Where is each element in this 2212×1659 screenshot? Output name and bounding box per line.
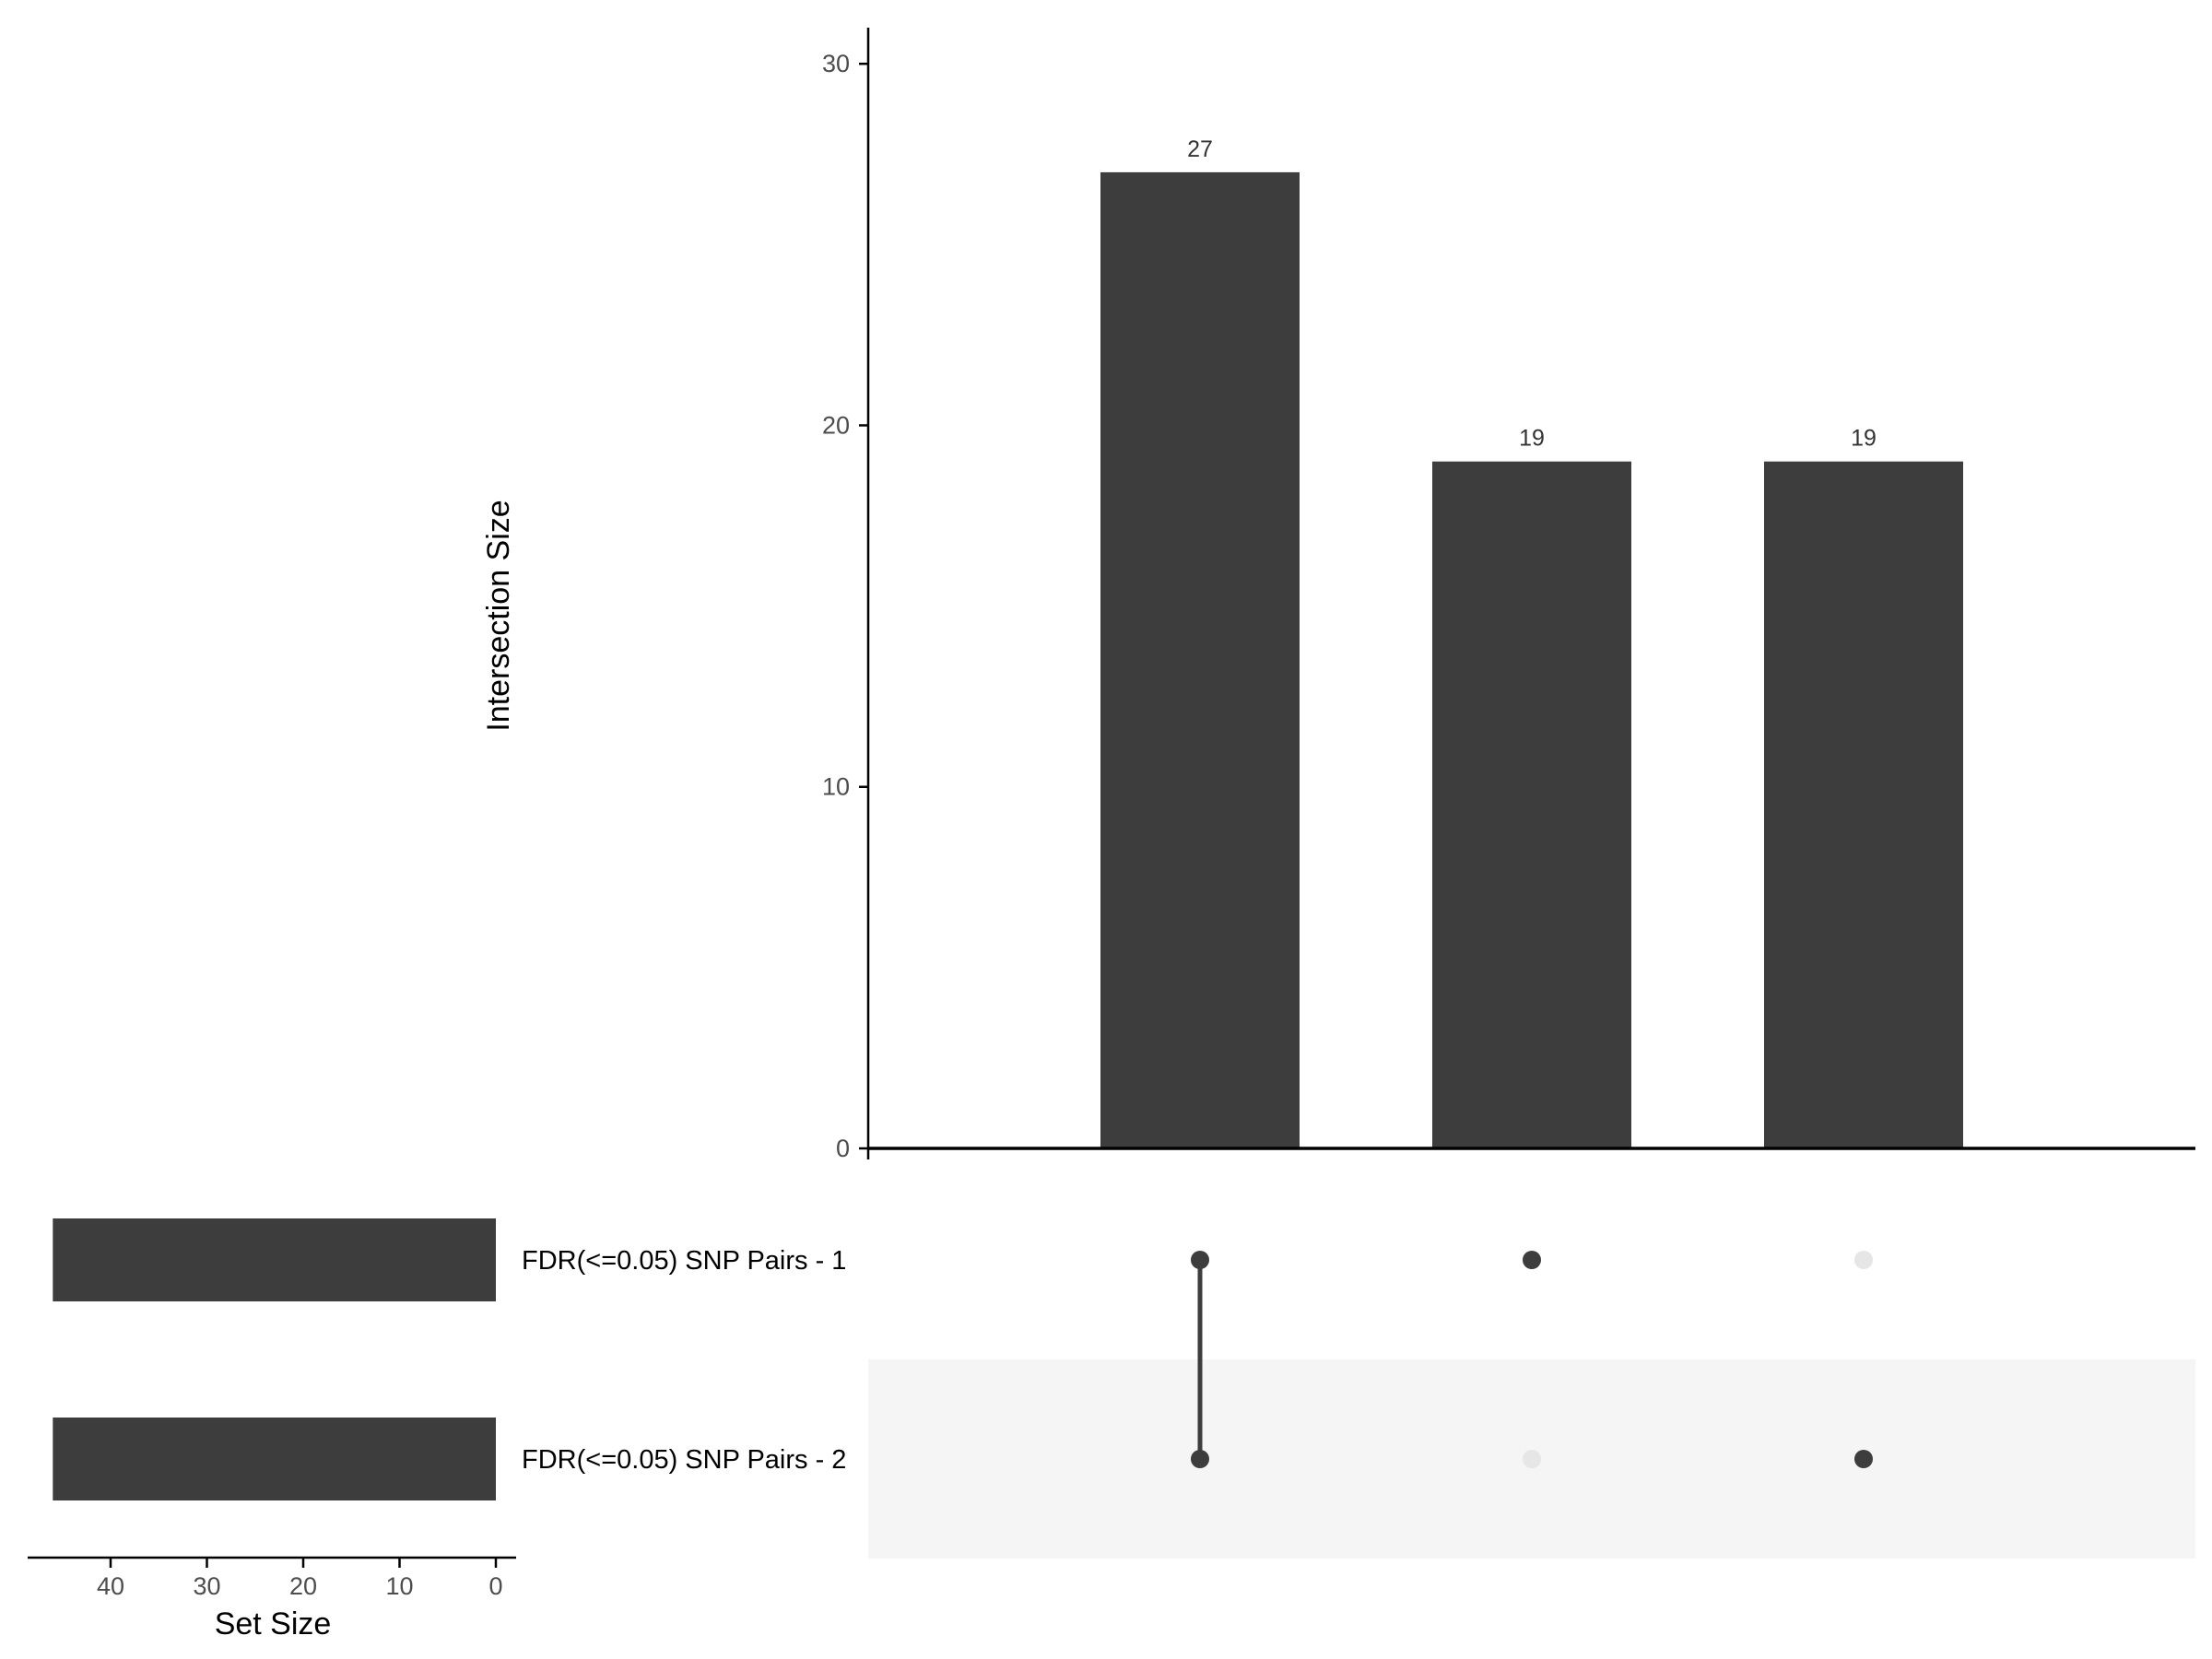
intersection-size-axis-title: Intersection Size [481,500,516,731]
set-size-bar [53,1418,497,1500]
set-size-tick-label: 30 [193,1572,220,1600]
set-size-x-axis: 40 30 20 10 0 [28,1556,516,1600]
intersection-matrix [1191,1251,1873,1468]
set-size-tick-label: 0 [488,1572,502,1600]
set-size-tick-label: 10 [385,1572,413,1600]
intersection-bar-label: 19 [1519,426,1545,452]
set-names: FDR(<=0.05) SNP Pairs - 1 FDR(<=0.05) SNP… [522,1246,846,1475]
intersection-y-axis: 0 10 20 30 [822,28,2195,1162]
matrix-dot-active [1191,1251,1209,1269]
matrix-dot-inactive [1523,1450,1541,1468]
set-name-label: FDR(<=0.05) SNP Pairs - 1 [522,1246,846,1276]
intersection-bars: 27 19 19 [1100,136,1963,1149]
intersection-bar-label: 19 [1851,426,1877,452]
set-size-bar [53,1218,497,1301]
y-tick-label: 30 [822,50,850,77]
matrix-dot-active [1854,1450,1873,1468]
set-size-tick-label: 40 [97,1572,124,1600]
matrix-dot-active [1523,1251,1541,1269]
set-size-bars [53,1218,497,1500]
intersection-bar [1432,461,1631,1148]
set-size-axis-title: Set Size [215,1606,332,1641]
y-tick-label: 10 [822,773,850,801]
intersection-bar-label: 27 [1187,136,1213,162]
y-tick-label: 20 [822,411,850,439]
intersection-bar [1100,171,1300,1149]
set-name-label: FDR(<=0.05) SNP Pairs - 2 [522,1445,846,1475]
y-tick-label: 0 [836,1135,850,1162]
set-size-tick-label: 20 [289,1572,317,1600]
matrix-dot-active [1191,1450,1209,1468]
matrix-dot-inactive [1854,1251,1873,1269]
intersection-bar [1764,461,1963,1148]
